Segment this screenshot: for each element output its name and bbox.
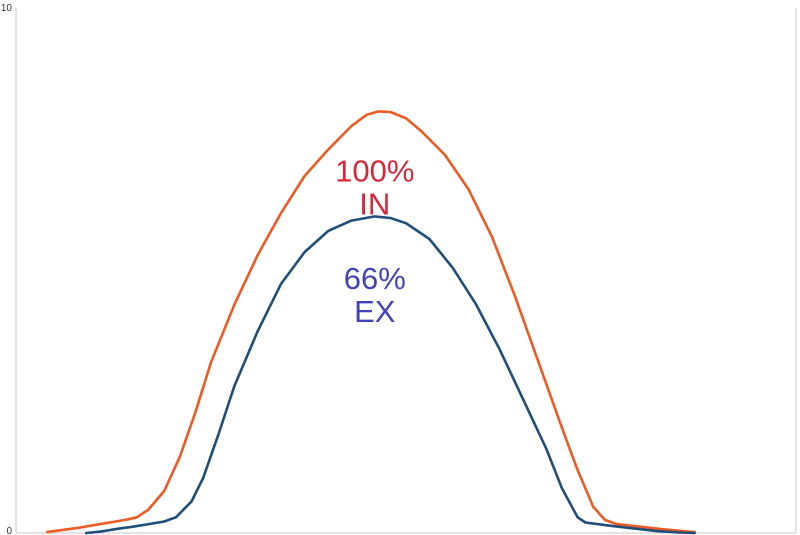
series-group — [45, 110, 696, 535]
y-axis-ticks: 0 10 — [1, 3, 13, 535]
series-line-1 — [45, 110, 696, 534]
y-tick-label: 10 — [1, 3, 13, 14]
annotation-label: 66% — [344, 261, 406, 296]
annotation-label: EX — [354, 294, 396, 329]
annotations: 100%IN 66%EX — [335, 153, 414, 329]
axes — [15, 8, 797, 534]
y-tick-label: 0 — [6, 526, 12, 535]
annotation-label: IN — [359, 186, 390, 221]
series-line-2 — [84, 215, 696, 535]
annotation-label: 100% — [335, 153, 414, 188]
